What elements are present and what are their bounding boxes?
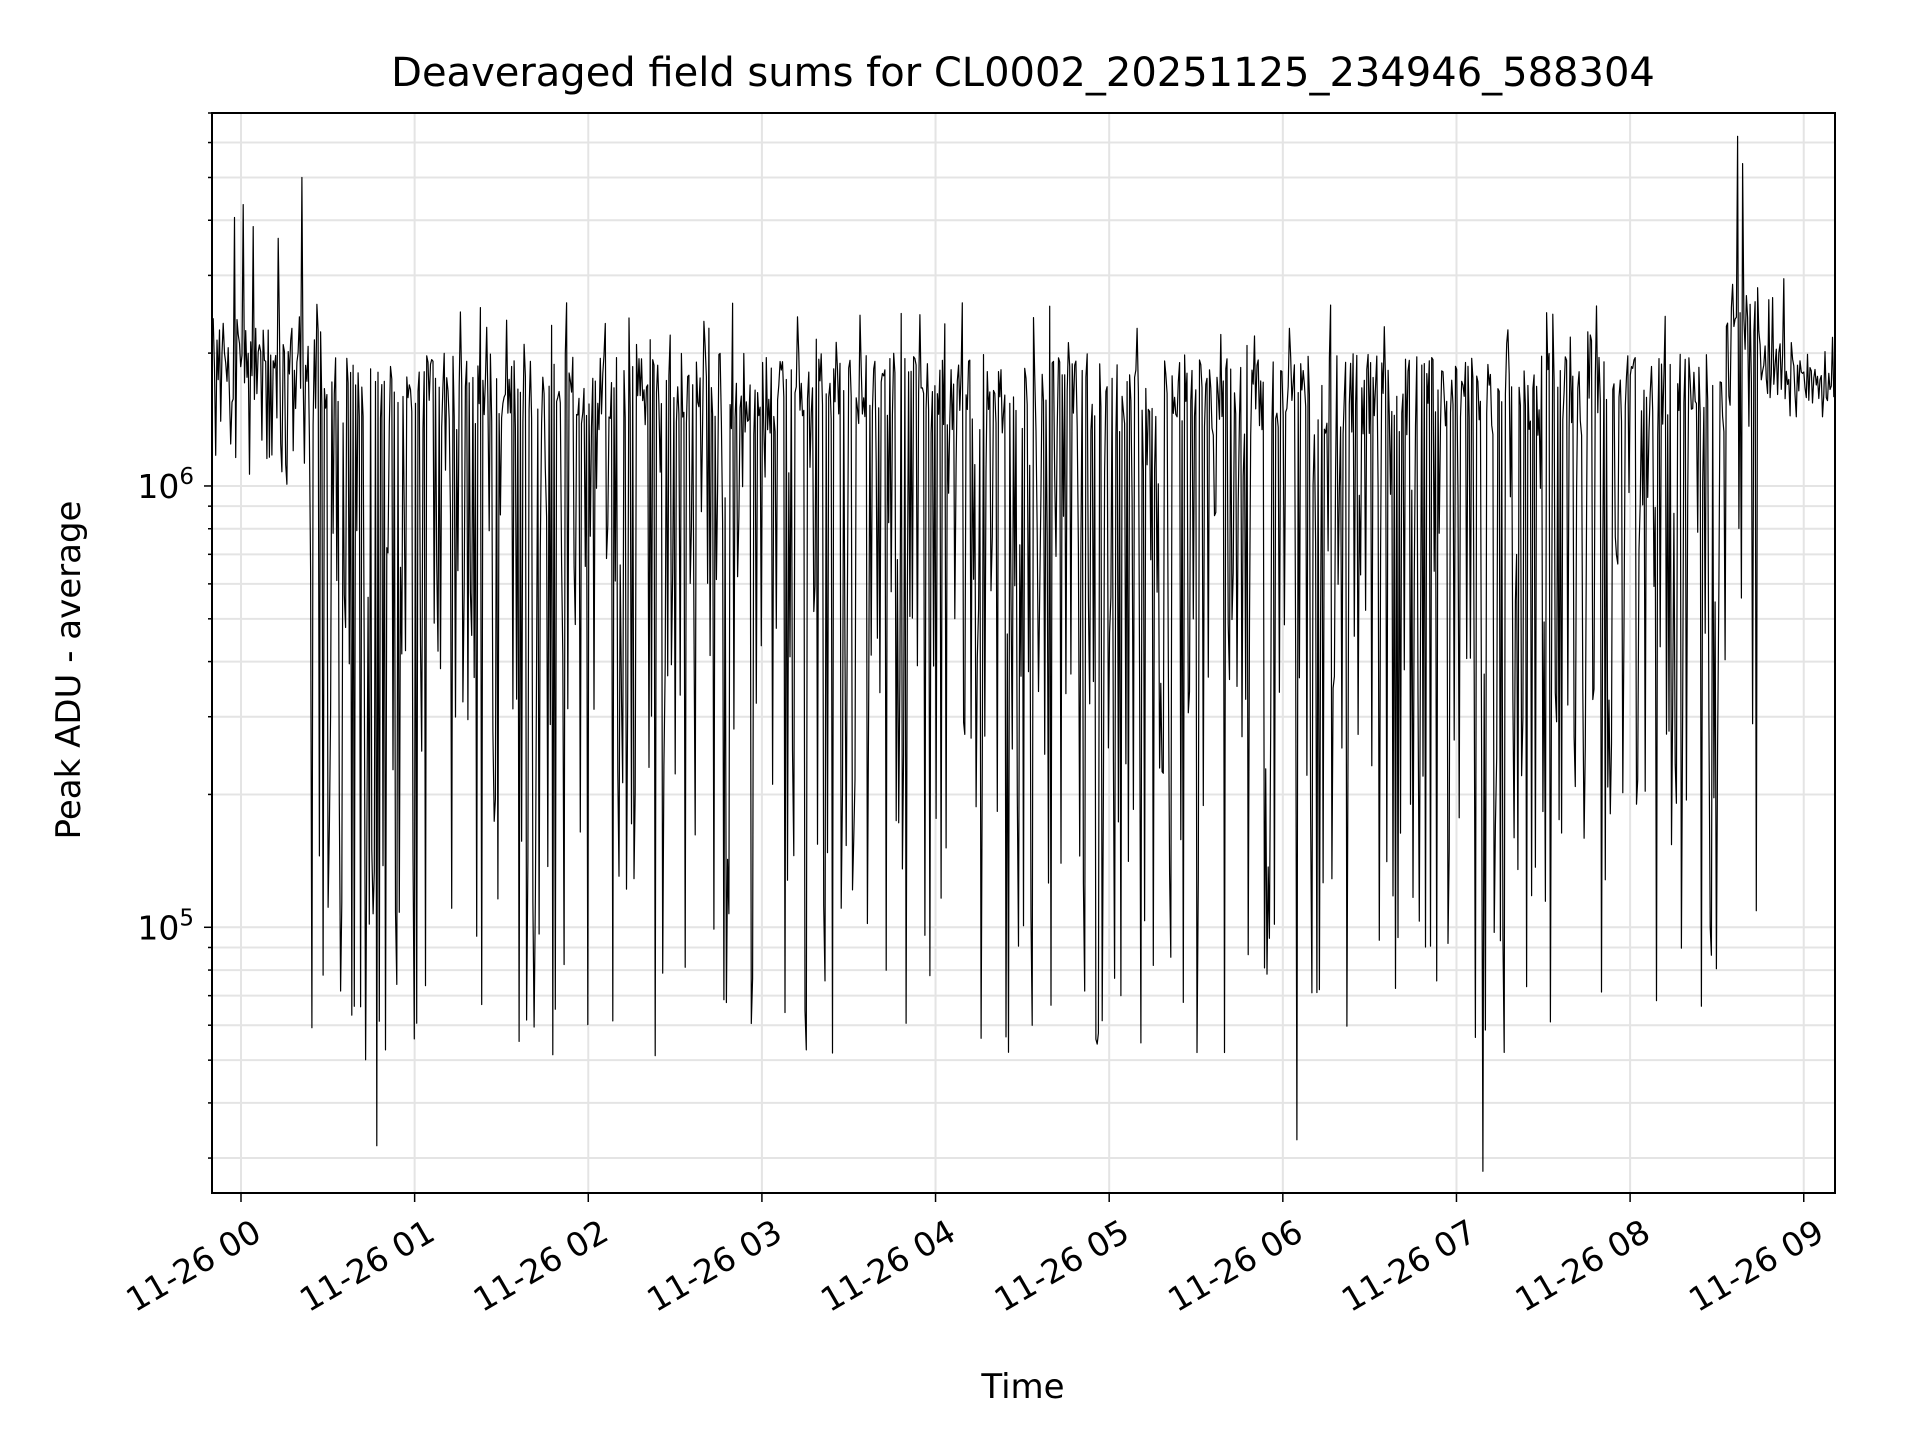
y-axis-label: Peak ADU - average [49,501,89,840]
plot-frame [211,112,1836,1194]
series-line [211,135,1836,1172]
y-tick-label: 105 [137,905,194,947]
y-tick-label: 106 [137,464,194,506]
series-path [211,135,1836,1172]
chart-title: Deaveraged field sums for CL0002_2025112… [391,50,1655,96]
x-axis-label: Time [980,1367,1064,1407]
